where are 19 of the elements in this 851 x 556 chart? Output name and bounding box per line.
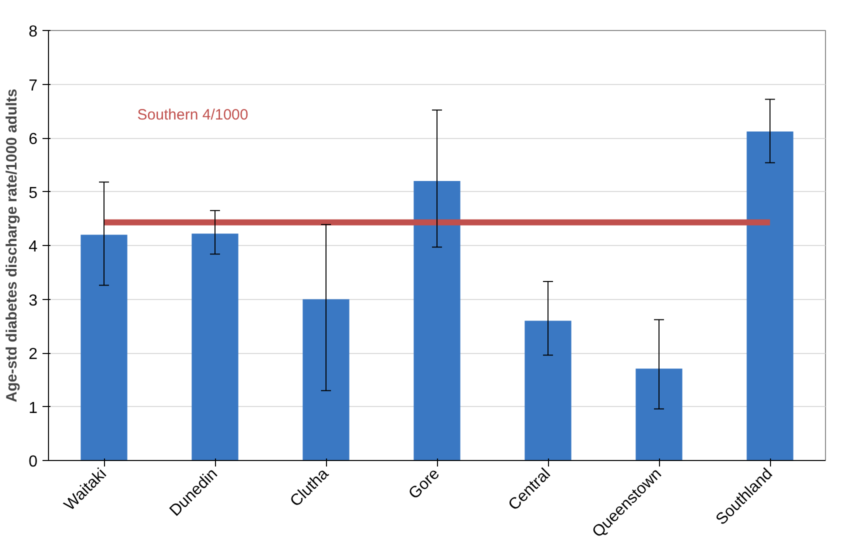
x-tick-label: Gore [406,465,444,503]
bar [524,320,572,460]
bar [80,234,128,460]
y-tick-label: 4 [28,238,38,256]
bar [636,368,682,460]
y-tick-label: 2 [28,346,38,363]
y-tick-label: 7 [28,77,38,94]
bar [414,181,460,460]
bar [192,234,238,460]
y-tick-label: 6 [28,131,38,148]
bar [746,132,794,460]
bar [302,299,350,460]
y-tick-label: 5 [28,184,38,202]
y-tick-label: 1 [28,400,38,417]
y-tick-label: 3 [28,292,38,310]
y-tick-label: 8 [28,24,38,40]
y-tick-label: 0 [28,454,38,470]
ref-line-label: Southern 4/1000 [137,106,248,124]
y-axis-title: Age-std diabetes discharge rate/1000 adults [4,88,21,402]
